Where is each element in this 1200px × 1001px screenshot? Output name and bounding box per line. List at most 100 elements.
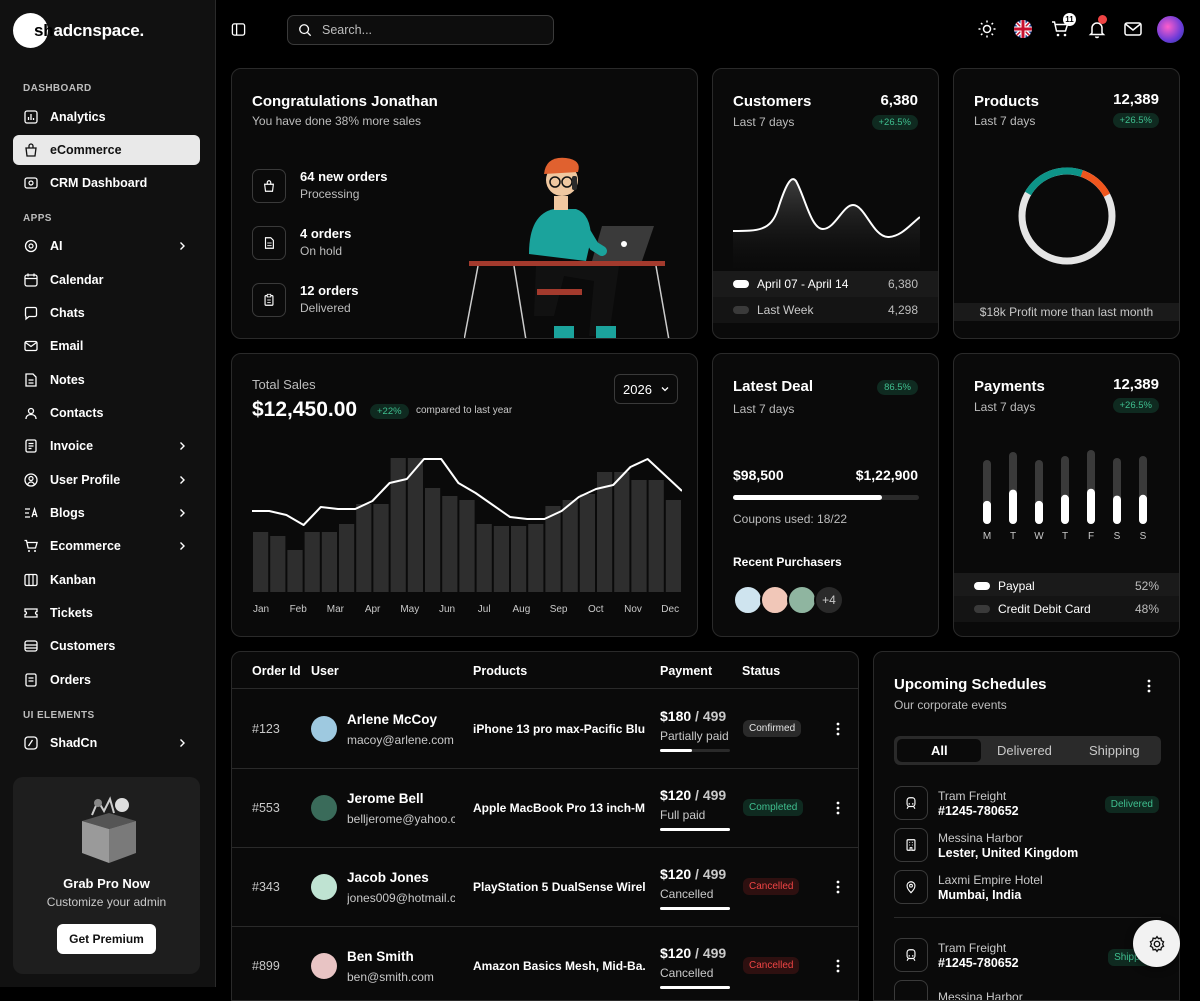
sidebar-item-customers[interactable]: Customers: [13, 631, 200, 661]
paid-amount: $180: [660, 708, 692, 724]
cart-count-badge: 11: [1063, 13, 1076, 26]
sidebar-item-label: Invoice: [50, 439, 94, 453]
col-order-id[interactable]: Order Id: [252, 664, 301, 678]
payment-bar-fill: [983, 500, 991, 524]
payment-bar-fill: [1113, 495, 1121, 524]
total-sales-card: Total Sales $12,450.00 +22% compared to …: [231, 353, 698, 637]
notification-bell-icon[interactable]: [1087, 19, 1107, 39]
col-user[interactable]: User: [311, 664, 339, 678]
deal-current: $98,500: [733, 467, 784, 483]
theme-toggle-icon[interactable]: [977, 19, 997, 39]
table-row[interactable]: #553 Jerome Bell belljerome@yahoo.co Apple …: [232, 769, 858, 848]
user-name: Jacob Jones: [347, 870, 429, 885]
tab-shipping[interactable]: Shipping: [1089, 743, 1140, 758]
schedule-item[interactable]: Tram Freight #1245-780652: [894, 938, 1019, 972]
avatar: [311, 953, 337, 979]
sidebar-item-kanban[interactable]: Kanban: [13, 565, 200, 595]
table-row[interactable]: #899 Ben Smith ben@smith.com Amazon Basics …: [232, 927, 858, 1000]
order-summary-item: 64 new orders Processing: [252, 169, 387, 203]
sidebar-item-email[interactable]: Email: [13, 331, 200, 361]
gift-box-illustration: [82, 796, 136, 863]
language-flag-icon[interactable]: [1013, 19, 1033, 39]
month-label: Apr: [365, 604, 381, 615]
schedule-item[interactable]: Laxmi Empire Hotel Mumbai, India: [894, 870, 1043, 904]
sidebar-item-calendar[interactable]: Calendar: [13, 265, 200, 295]
table-row[interactable]: #343 Jacob Jones jones009@hotmail.c PlaySta…: [232, 848, 858, 927]
sidebar-item-label: Blogs: [50, 506, 85, 520]
more-options-icon[interactable]: [1147, 679, 1151, 693]
user-name: Jerome Bell: [347, 791, 424, 806]
get-premium-button[interactable]: Get Premium: [57, 924, 156, 954]
sidebar-item-ecommerce[interactable]: Ecommerce: [13, 531, 200, 561]
user-email: macoy@arlene.com: [347, 733, 454, 747]
more-purchasers-badge[interactable]: +4: [814, 585, 844, 615]
payment-progress-bar: [660, 986, 730, 989]
sidebar-item-notes[interactable]: Notes: [13, 365, 200, 395]
chevron-right-icon: [180, 739, 185, 747]
sidebar-toggle-icon[interactable]: [231, 22, 246, 37]
avatar: [311, 716, 337, 742]
avatar[interactable]: [760, 585, 790, 615]
day-label: S: [1114, 531, 1121, 542]
legend-value: 4,298: [887, 303, 918, 317]
avatar: [311, 795, 337, 821]
order-id: #899: [252, 959, 280, 973]
sidebar-item-blogs[interactable]: Blogs: [13, 498, 200, 528]
search-placeholder: Search...: [322, 23, 373, 37]
row-actions-icon[interactable]: [836, 959, 840, 973]
schedule-item[interactable]: Tram Freight #1245-780652: [894, 786, 1019, 820]
sales-bar: [407, 458, 423, 592]
sidebar-item-tickets[interactable]: Tickets: [13, 598, 200, 628]
schedule-item[interactable]: Messina Harbor: [894, 980, 1023, 1000]
sidebar-item-crm-dashboard[interactable]: CRM Dashboard: [13, 168, 200, 198]
sidebar-item-ecommerce[interactable]: eCommerce: [13, 135, 200, 165]
topbar: Search... 11: [216, 0, 1200, 58]
order-id: #343: [252, 880, 280, 894]
chart-bar-icon: [24, 110, 38, 124]
sidebar-item-shadcn[interactable]: ShadCn: [13, 728, 200, 758]
user-email: ben@smith.com: [347, 970, 434, 984]
mail-icon[interactable]: [1123, 19, 1143, 39]
col-products[interactable]: Products: [473, 664, 528, 678]
schedule-value: Mumbai, India: [938, 887, 1022, 902]
products-title: Products: [974, 93, 1040, 110]
table-row[interactable]: #123 Arlene McCoy macoy@arlene.com iPhone 1…: [232, 690, 858, 769]
orders-icon: [25, 673, 37, 687]
user-avatar[interactable]: [1157, 16, 1184, 43]
col-payment[interactable]: Payment: [660, 664, 713, 678]
order-status: Delivered: [300, 301, 351, 315]
sidebar-item-analytics[interactable]: Analytics: [13, 102, 200, 132]
settings-fab[interactable]: [1133, 920, 1180, 967]
sales-bar: [545, 506, 561, 592]
sidebar-item-contacts[interactable]: Contacts: [13, 398, 200, 428]
avatar[interactable]: [787, 585, 817, 615]
year-select[interactable]: 2026: [614, 374, 678, 404]
sidebar-item-invoice[interactable]: Invoice: [13, 431, 200, 461]
payment-progress-fill: [660, 986, 730, 989]
latest-deal-card: Latest Deal Last 7 days 86.5% $98,500 $1…: [712, 353, 939, 637]
tab-all[interactable]: All: [931, 743, 948, 758]
total-sales-chart: Jan Feb Mar Apr May Jun Jul Aug Sep Oct Nov Dec: [252, 458, 682, 615]
brand-logo[interactable]: shadcnspace.: [13, 13, 144, 48]
row-actions-icon[interactable]: [836, 722, 840, 736]
sidebar-item-ai[interactable]: AI: [13, 231, 200, 261]
payments-card: Payments Last 7 days 12,389 +26.5% M T W T F…: [953, 353, 1180, 637]
promo-title: Grab Pro Now: [63, 876, 150, 891]
avatar: [311, 874, 337, 900]
sidebar-item-orders[interactable]: Orders: [13, 665, 200, 695]
avatar[interactable]: [733, 585, 763, 615]
search-input[interactable]: Search...: [287, 15, 554, 45]
schedules-card: Upcoming Schedules Our corporate events …: [873, 651, 1180, 1001]
sales-bar: [321, 532, 337, 592]
col-status[interactable]: Status: [742, 664, 781, 678]
tab-delivered[interactable]: Delivered: [997, 743, 1052, 758]
row-actions-icon[interactable]: [836, 880, 840, 894]
schedule-item[interactable]: Messina Harbor Lester, United Kingdom: [894, 828, 1078, 862]
total-sales-title: Total Sales: [252, 377, 316, 392]
payment-progress-fill: [660, 828, 730, 831]
sidebar-item-user-profile[interactable]: User Profile: [13, 465, 200, 495]
row-actions-icon[interactable]: [836, 801, 840, 815]
month-label: Dec: [661, 604, 679, 615]
sidebar-item-chats[interactable]: Chats: [13, 298, 200, 328]
